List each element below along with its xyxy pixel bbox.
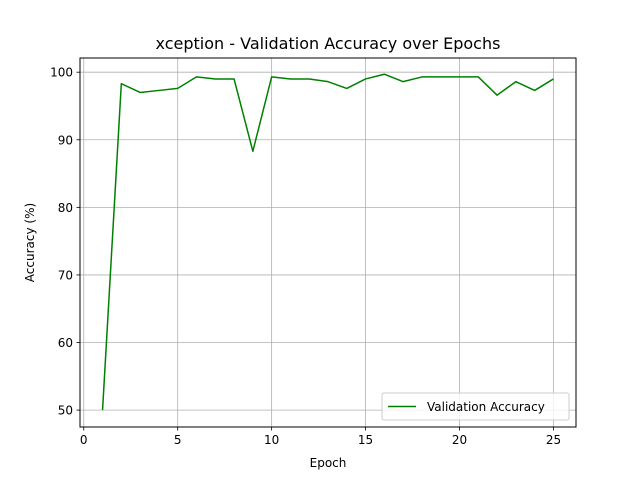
- y-tick-label: 100: [50, 66, 73, 80]
- series-layer: [101, 73, 554, 411]
- legend: Validation Accuracy: [381, 392, 570, 421]
- x-tick-label: 15: [358, 433, 373, 447]
- plot-frame: [79, 57, 577, 428]
- x-tick-label: 20: [452, 433, 467, 447]
- y-axis-label: Accuracy (%): [23, 203, 37, 282]
- y-tick-label: 50: [58, 404, 73, 418]
- axis-ticks: 0 5 10 15 20 25 50 60 70 80 90 100: [50, 66, 561, 447]
- y-tick-label: 60: [58, 336, 73, 350]
- legend-label: Validation Accuracy: [427, 400, 545, 414]
- legend-box: [381, 392, 570, 421]
- x-tick-label: 10: [264, 433, 279, 447]
- plot-area: 0 5 10 15 20 25 50 60 70 80 90 100: [50, 57, 577, 447]
- y-tick-label: 90: [58, 133, 73, 147]
- x-axis-label: Epoch: [310, 456, 347, 470]
- y-tick-label: 70: [58, 268, 73, 282]
- grid-lines: [80, 58, 576, 427]
- y-tick-label: 80: [58, 201, 73, 215]
- x-tick-label: 25: [546, 433, 561, 447]
- chart-title: xception - Validation Accuracy over Epoc…: [156, 34, 501, 53]
- x-tick-label: 5: [174, 433, 182, 447]
- x-tick-label: 0: [80, 433, 88, 447]
